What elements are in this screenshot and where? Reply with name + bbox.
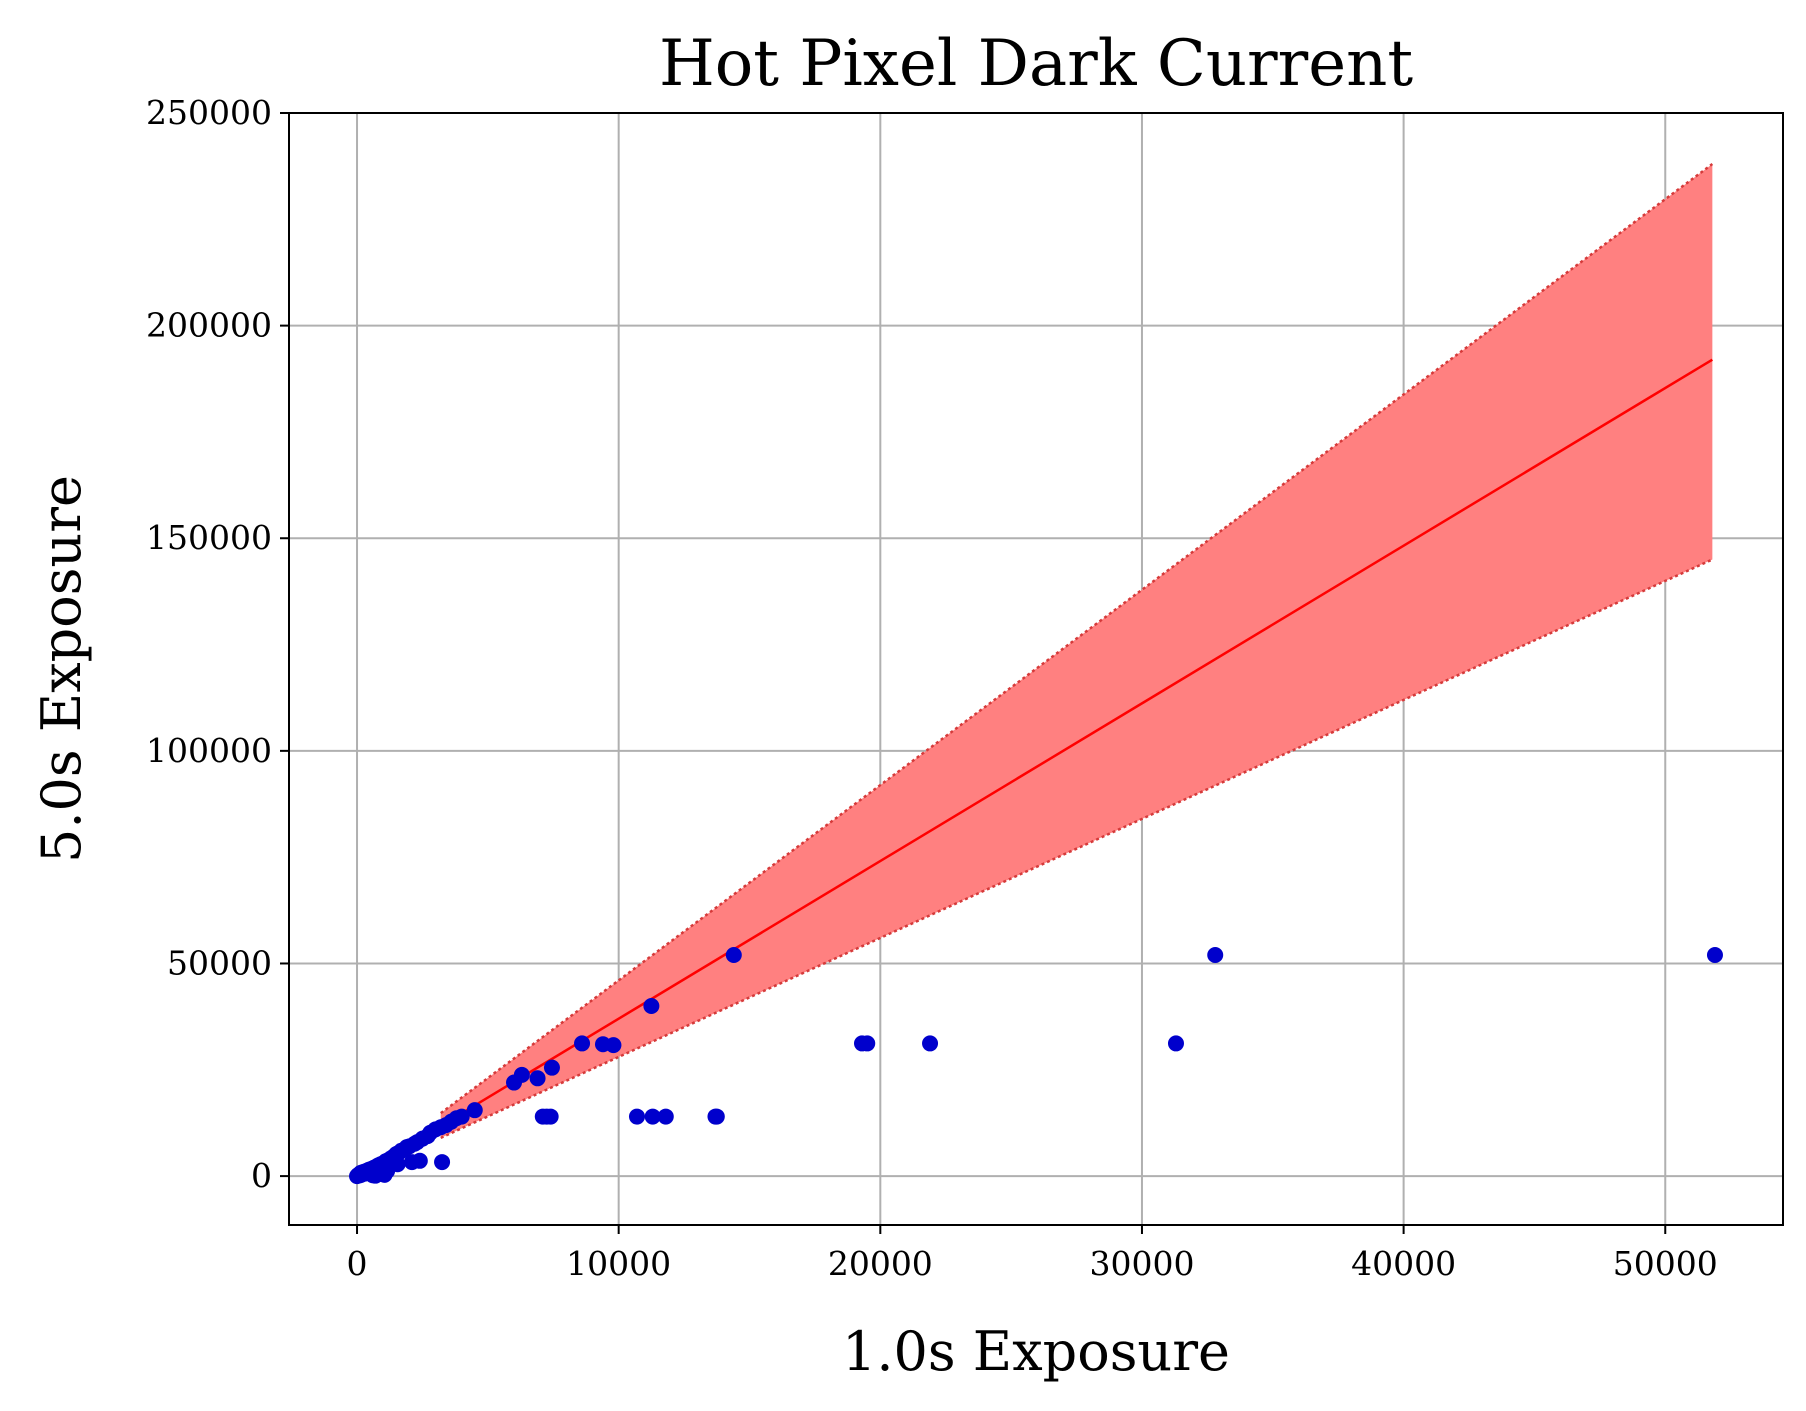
data-point [466,1102,483,1119]
data-point [542,1108,559,1125]
data-point [708,1108,725,1125]
data-point [643,998,660,1015]
x-tick-label: 0 [347,1244,368,1283]
data-point [657,1108,674,1125]
data-point [644,1108,661,1125]
data-point [628,1108,645,1125]
y-tick-label: 0 [251,1156,272,1195]
y-tick-label: 250000 [146,93,272,132]
data-point [725,946,742,963]
data-point [574,1035,591,1052]
x-tick-label: 50000 [1613,1244,1718,1283]
chart-title: Hot Pixel Dark Current [659,27,1413,101]
data-point [1706,946,1723,963]
data-points [349,946,1723,1185]
data-point [529,1070,546,1087]
x-tick-label: 10000 [566,1244,671,1283]
data-point [453,1108,470,1125]
y-tick-label: 50000 [167,943,272,982]
data-point [1167,1035,1184,1052]
data-point [411,1152,428,1169]
x-tick-label: 30000 [1089,1244,1194,1283]
confidence-band [440,163,1714,1139]
data-point [1207,946,1224,963]
confidence-band-fill [440,164,1713,1138]
axis-ticks: 0 10000 20000 30000 40000 50000 0 50000 100000 15… [146,93,1718,1283]
data-point [513,1066,530,1083]
y-tick-label: 200000 [146,306,272,345]
x-tick-label: 20000 [828,1244,933,1283]
lower-bound-line [440,558,1713,1139]
data-point [859,1035,876,1052]
x-tick-label: 40000 [1351,1244,1456,1283]
plot-frame [288,112,1784,1226]
fit-line-group [440,358,1714,1127]
y-tick-label: 100000 [146,731,272,770]
data-point [434,1154,451,1171]
data-point [922,1035,939,1052]
y-tick-label: 150000 [146,518,272,557]
data-point [543,1059,560,1076]
y-axis-label: 5.0s Exposure [30,475,93,863]
upper-bound-line [440,163,1714,1115]
x-axis-label: 1.0s Exposure [842,1320,1230,1383]
data-point [605,1037,622,1054]
fit-line [440,358,1714,1127]
